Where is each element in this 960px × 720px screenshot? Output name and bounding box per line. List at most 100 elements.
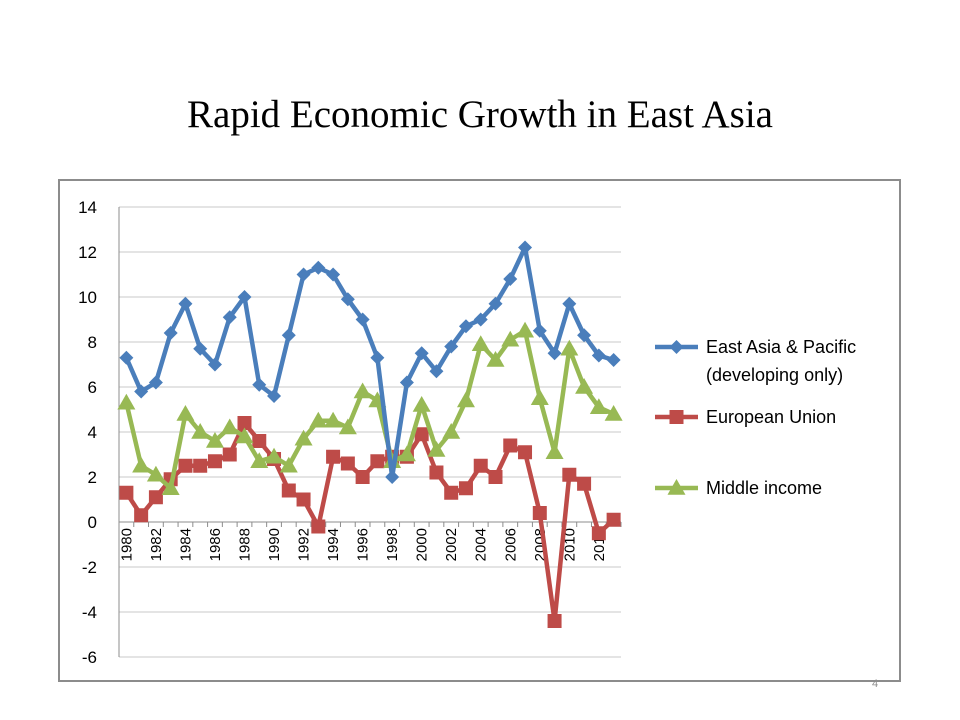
series-east-asia-pacific-developing-only <box>119 240 621 484</box>
data-point <box>577 476 592 491</box>
data-point <box>385 470 400 484</box>
data-point <box>397 445 416 462</box>
x-tick-label: 2000 <box>414 528 431 561</box>
data-point <box>591 348 606 363</box>
x-tick-label: 1996 <box>355 528 372 561</box>
data-point <box>503 272 518 286</box>
gridlines <box>119 206 621 658</box>
data-point <box>134 384 149 399</box>
data-point <box>444 339 459 354</box>
data-point <box>163 326 178 340</box>
data-point <box>518 240 533 255</box>
data-point <box>267 389 282 403</box>
data-point <box>207 454 222 469</box>
x-tick-label: 1992 <box>296 528 313 561</box>
data-point <box>591 526 606 541</box>
data-point <box>473 458 488 473</box>
data-point <box>237 290 252 304</box>
slide-title: Rapid Economic Growth in East Asia <box>187 93 773 136</box>
data-point <box>545 443 564 459</box>
data-point <box>532 506 547 520</box>
data-point <box>355 312 370 327</box>
y-tick-label: -2 <box>82 558 97 577</box>
line-chart: -6 -4 -2 0 2 4 6 8 10 12 14 1980 1982 1984 1986 1988 199… <box>78 198 856 667</box>
data-point <box>547 614 562 628</box>
data-point <box>414 346 429 361</box>
data-point <box>370 350 385 365</box>
data-point <box>412 396 431 412</box>
data-point <box>324 411 343 428</box>
data-point <box>193 341 208 356</box>
data-point <box>161 479 180 495</box>
data-point <box>532 323 547 338</box>
legend-item: Middle income <box>655 478 822 498</box>
legend-item: East Asia & Pacific (developing only) <box>655 337 856 385</box>
data-point <box>577 328 592 343</box>
series-european-union <box>119 416 621 628</box>
data-point <box>456 391 475 408</box>
x-tick-label: 2006 <box>502 528 519 561</box>
data-point <box>119 485 134 500</box>
data-point <box>279 456 298 473</box>
data-point <box>178 458 193 473</box>
x-tick-label: 1982 <box>148 528 165 561</box>
series-lines <box>117 240 623 628</box>
data-point <box>326 267 341 282</box>
data-point <box>235 427 254 444</box>
data-point <box>486 351 505 367</box>
x-tick-label: 1998 <box>384 528 401 561</box>
axes: -6 -4 -2 0 2 4 6 8 10 12 14 1980 1982 1984 1986 1988 199… <box>78 198 622 667</box>
data-point <box>294 429 313 446</box>
data-point <box>458 319 473 334</box>
data-point <box>191 423 210 439</box>
y-tick-label: -6 <box>82 648 97 667</box>
data-point <box>132 456 151 473</box>
series-line <box>124 245 615 480</box>
data-point <box>265 447 284 464</box>
data-point <box>340 292 355 307</box>
y-tick-label: 6 <box>88 378 97 397</box>
data-point <box>309 411 328 428</box>
data-point <box>669 340 684 354</box>
x-tick-label: 2010 <box>561 528 578 561</box>
data-point <box>562 467 577 482</box>
data-point <box>250 452 269 468</box>
data-point <box>503 438 518 453</box>
data-point <box>220 418 239 435</box>
y-tick-label: 8 <box>88 333 97 352</box>
data-point <box>178 296 193 311</box>
y-tick-label: 2 <box>88 468 97 487</box>
data-point <box>488 296 503 311</box>
data-point <box>222 447 237 462</box>
y-tick-label: 14 <box>78 198 97 217</box>
data-point <box>444 485 459 500</box>
data-point <box>355 470 370 484</box>
data-point <box>117 393 136 410</box>
x-tick-label: 1988 <box>237 528 254 561</box>
legend-item: European Union <box>655 407 836 427</box>
data-point <box>518 445 533 460</box>
data-point <box>667 479 686 495</box>
data-point <box>193 458 208 473</box>
data-point <box>471 335 490 351</box>
legend-label: (developing only) <box>706 365 843 385</box>
slide-number: 4 <box>872 678 879 690</box>
y-tick-label: 12 <box>78 243 97 262</box>
y-tick-label: 10 <box>78 288 97 307</box>
data-point <box>606 353 621 367</box>
x-tick-label: 1990 <box>266 528 283 561</box>
data-point <box>669 410 684 424</box>
data-point <box>281 483 296 498</box>
y-tick-label: 4 <box>88 423 97 442</box>
data-point <box>530 389 549 405</box>
legend-label: East Asia & Pacific <box>706 337 856 357</box>
data-point <box>252 377 267 392</box>
data-point <box>176 405 195 421</box>
legend-label: Middle income <box>706 478 822 498</box>
data-point <box>414 427 429 442</box>
data-point <box>134 508 149 523</box>
data-point <box>296 492 311 507</box>
data-point <box>338 418 357 435</box>
data-point <box>326 449 341 464</box>
x-tick-label: 1980 <box>118 528 135 561</box>
